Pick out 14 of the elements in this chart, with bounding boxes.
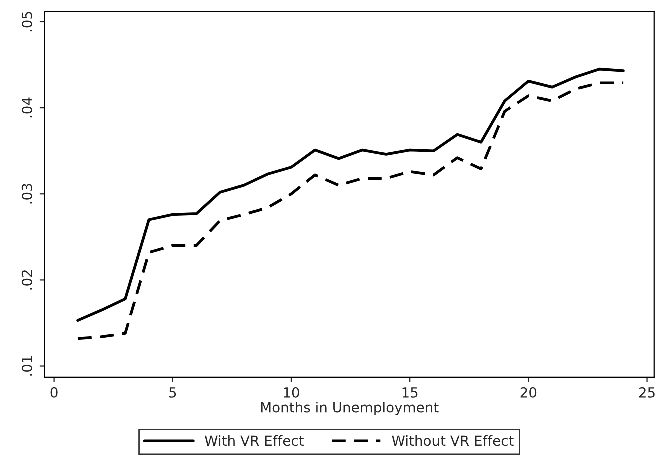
x-tick-label: 15 (402, 388, 418, 398)
x-tick-label: 25 (639, 387, 655, 398)
legend-label: With VR Effect (205, 435, 304, 446)
y-tick-label: .01 (22, 356, 32, 376)
y-tick-label: .03 (22, 184, 32, 204)
x-tick-label: 0 (50, 387, 58, 398)
x-axis-title: Months in Unemployment (261, 402, 439, 416)
x-tick-label: 10 (284, 387, 300, 398)
x-tick-label: 5 (170, 388, 176, 398)
y-tick-label: .04 (22, 98, 32, 118)
y-tick-label: .05 (22, 12, 32, 32)
legend-label: Without VR Effect (392, 435, 514, 446)
x-tick-label: 20 (520, 387, 537, 398)
y-tick-label: .02 (22, 270, 32, 290)
